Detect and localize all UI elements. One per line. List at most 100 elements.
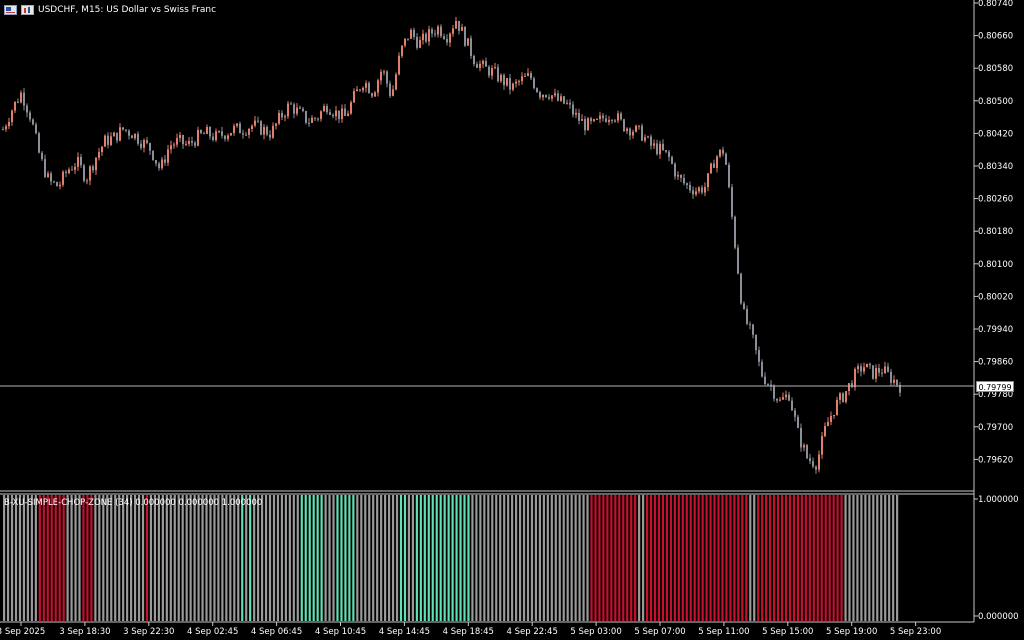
candle-body [539,92,541,98]
candle-body [773,386,775,399]
chart-type-icon[interactable] [21,5,34,15]
chop-zone-bar [213,495,216,621]
candle-body [758,350,760,362]
chop-zone-bar [22,495,26,621]
chop-zone-bar [586,495,589,621]
chop-zone-bar [705,495,708,621]
candle-body [743,303,745,310]
candle-body [299,107,301,109]
candle-body [137,133,139,144]
chop-zone-bar [618,495,621,621]
flag-icon[interactable] [4,5,17,15]
candle-body [659,143,661,155]
candle-body [83,165,85,181]
chop-zone-bar [46,495,49,621]
chop-zone-bar [653,495,657,621]
chop-zone-bar [352,495,355,621]
candle-body [389,83,391,96]
candle-body [473,55,475,65]
candle-body [8,122,10,127]
candle-body [92,166,94,171]
chop-zone-bar [626,495,629,621]
candle-body [644,137,646,141]
chop-zone-bar [749,495,752,621]
candle-body [602,115,604,119]
chop-zone-bar [407,495,411,621]
price-axis-label: 0.79940 [978,325,1013,335]
candle-body [221,131,223,136]
candle-body [764,376,766,385]
candle-body [647,136,649,138]
time-axis-label: 3 Sep 18:30 [59,627,110,637]
chop-zone-bar [511,495,514,621]
chop-zone-bar [558,495,561,621]
chop-zone-bar [840,495,843,621]
chop-zone-bar [729,495,732,621]
candle-body [317,118,319,120]
candle-body [95,157,97,171]
candle-body [53,181,55,183]
time-axis-label: 5 Sep 03:00 [570,627,621,637]
candle-body [467,38,469,46]
chop-zone-bar [717,495,720,621]
chop-zone-bar [745,495,748,621]
chop-zone-bar [292,495,295,621]
chop-zone-bar [177,495,180,621]
chop-zone-bar [122,495,125,621]
chop-zone-bar [483,495,486,621]
candle-body [296,107,298,114]
chop-zone-bar [522,495,526,621]
candle-body [185,143,187,145]
chop-zone-bar [316,495,319,621]
candle-body [113,132,115,137]
chop-zone-bar [788,495,792,621]
candle-body [239,123,241,134]
candle-body [680,174,682,178]
candle-body [320,111,322,119]
chop-zone-bar [114,495,117,621]
candle-body [218,131,220,133]
chop-zone-bar [518,495,522,621]
candle-body [206,126,208,134]
price-axis-label: 0.80260 [978,195,1013,205]
candle-body [614,120,616,122]
candle-body [881,372,883,374]
price-axis-label: 0.79700 [978,423,1013,433]
chop-zone-bar [233,495,236,621]
candle-body [413,29,415,37]
candle-body [554,93,556,96]
chop-zone-bar [634,495,637,621]
chop-zone-bar [217,495,220,621]
chop-zone-bar [229,495,232,621]
candle-body [305,110,307,123]
candle-body [11,110,13,123]
chop-zone-bar [772,495,776,621]
chop-zone-bar [30,495,33,621]
chop-zone-bar [280,495,284,621]
candle-body [407,38,409,40]
chop-zone-bar [761,495,764,621]
chop-zone-bar [562,495,565,621]
chop-zone-bar [272,495,276,621]
candle-body [491,68,493,76]
chop-zone-bar [701,495,704,621]
chop-zone-bar [34,495,37,621]
chop-zone-bar [796,495,799,621]
candle-body [626,128,628,132]
chop-zone-bar [836,495,839,621]
candle-body [380,71,382,81]
chop-zone-bar [193,495,196,621]
candle-body [605,118,607,122]
chop-zone-bar [622,495,625,621]
candle-body [593,119,595,122]
candle-body [779,399,781,401]
candle-body [599,115,601,119]
candle-body [23,92,25,106]
time-axis-label: 5 Sep 11:00 [698,627,749,637]
candle-body [503,74,505,86]
candle-body [347,113,349,116]
candle-body [20,92,22,103]
chop-zone-bar [161,495,164,621]
candle-body [737,247,739,274]
